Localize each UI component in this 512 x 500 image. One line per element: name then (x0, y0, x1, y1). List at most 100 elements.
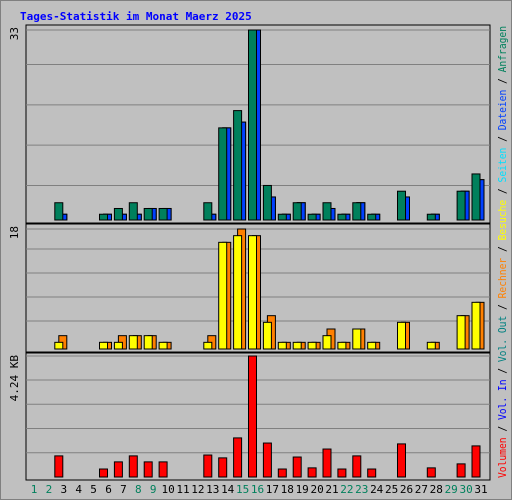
x-tick-label: 22 (340, 483, 353, 496)
x-tick-label: 23 (355, 483, 368, 496)
bar (307, 213, 317, 221)
legend-entry: Vol. In (496, 379, 509, 420)
legend-entry: Volumen (496, 437, 509, 478)
bar (113, 461, 123, 478)
legend-separator: / (496, 72, 509, 89)
legend-separator: / (496, 298, 509, 315)
legend-entry: Dateien (496, 90, 509, 131)
bar (471, 445, 481, 478)
bar (113, 341, 123, 350)
x-tick-label: 6 (105, 483, 112, 496)
bar (128, 335, 138, 350)
bar (248, 235, 257, 350)
bar (99, 341, 108, 350)
x-tick-label: 12 (191, 483, 204, 496)
x-tick-label: 28 (430, 483, 443, 496)
legend-entry: Rechner (496, 257, 509, 298)
legend-separator: / (496, 362, 509, 379)
x-tick-label: 25 (385, 483, 398, 496)
legend-entry: Seiten (496, 148, 509, 183)
x-tick-label: 4 (75, 483, 82, 496)
x-tick-label: 26 (400, 483, 413, 496)
x-tick-label: 14 (221, 483, 235, 496)
bar (99, 468, 108, 478)
bar (337, 341, 347, 350)
bar (277, 213, 287, 221)
x-tick-label: 16 (251, 483, 264, 496)
legend-separator: / (496, 420, 509, 437)
bar (322, 335, 332, 350)
x-tick-label: 11 (176, 483, 189, 496)
bar (471, 173, 481, 221)
bar (203, 341, 213, 350)
bar (233, 235, 243, 350)
bar (203, 454, 213, 478)
bar (352, 455, 362, 478)
bar (367, 468, 377, 478)
bar (248, 29, 257, 221)
plot-area (25, 352, 491, 481)
x-tick-label: 5 (90, 483, 97, 496)
bar (262, 321, 272, 350)
legend-separator: / (496, 130, 509, 147)
bar (456, 315, 466, 350)
bar (203, 202, 213, 221)
bar (337, 213, 347, 221)
x-tick-label: 27 (415, 483, 428, 496)
bar (322, 448, 332, 478)
x-tick-label: 24 (370, 483, 384, 496)
bar (143, 335, 153, 350)
bar (397, 321, 406, 350)
x-tick-label: 9 (150, 483, 157, 496)
bar (352, 202, 362, 221)
x-tick-label: 2 (46, 483, 53, 496)
bar (99, 213, 108, 221)
bar (292, 456, 302, 478)
bar (158, 341, 168, 350)
x-tick-label: 1 (31, 483, 38, 496)
x-tick-label: 30 (459, 483, 472, 496)
bar (233, 110, 243, 221)
bar (54, 202, 64, 221)
bar (307, 341, 317, 350)
legend-separator: / (496, 182, 509, 199)
bar (426, 467, 436, 478)
bar (143, 207, 153, 221)
x-tick-label: 7 (120, 483, 127, 496)
bar (367, 341, 377, 350)
bar (54, 455, 64, 478)
bar (397, 190, 406, 221)
chart-title: Tages-Statistik im Monat Maerz 2025 (20, 10, 252, 23)
bar (352, 328, 362, 350)
x-tick-label: 21 (325, 483, 338, 496)
bar (337, 468, 347, 478)
bar (426, 341, 436, 350)
bar (262, 184, 272, 221)
bar (367, 213, 377, 221)
y-tick-label: 18 (8, 226, 21, 239)
x-tick-label: 10 (161, 483, 174, 496)
bar (397, 443, 406, 478)
bar (54, 341, 64, 350)
legend-separator: / (496, 240, 509, 257)
x-tick-label: 13 (206, 483, 219, 496)
x-tick-label: 29 (445, 483, 458, 496)
legend-entry: Anfragen (496, 26, 509, 72)
bar (218, 457, 228, 478)
bar (426, 213, 436, 221)
x-tick-label: 18 (281, 483, 294, 496)
bar (292, 341, 302, 350)
bar (456, 190, 466, 221)
bar (128, 202, 138, 221)
bar (277, 468, 287, 478)
x-tick-label: 19 (296, 483, 309, 496)
legend: Volumen / Vol. In / Vol. Out / Rechner /… (496, 26, 509, 478)
bar (113, 207, 123, 221)
x-tick-label: 8 (135, 483, 142, 496)
bar (158, 461, 168, 478)
bar (277, 341, 287, 350)
x-tick-label: 3 (60, 483, 67, 496)
bar (128, 455, 138, 478)
bar (292, 202, 302, 221)
